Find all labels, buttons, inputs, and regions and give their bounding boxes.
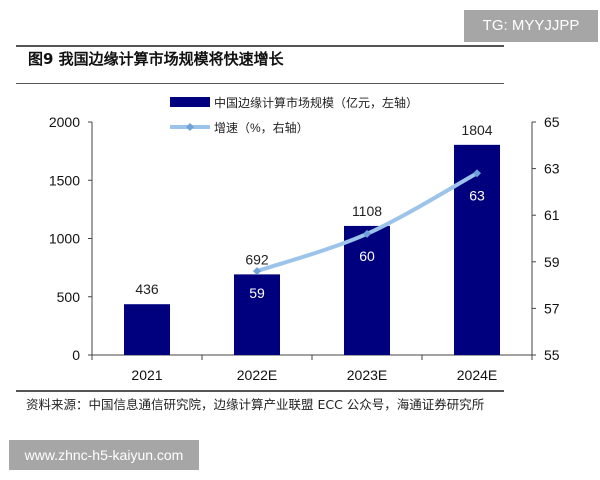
left-tick-label: 2000 xyxy=(49,114,80,130)
right-tick-label: 63 xyxy=(544,161,560,177)
legend-bar-swatch xyxy=(170,97,210,107)
growth-point xyxy=(363,229,371,238)
x-tick-label: 2023E xyxy=(347,367,387,383)
left-tick-label: 500 xyxy=(57,289,81,305)
bottom-rule xyxy=(16,390,504,392)
bar-label: 1108 xyxy=(352,203,382,219)
legend-line-label: 增速（%，右轴） xyxy=(214,120,309,135)
bar xyxy=(344,225,390,355)
legend-line-marker xyxy=(186,123,194,131)
bar-label: 692 xyxy=(245,251,269,267)
x-tick-label: 2021 xyxy=(131,367,162,383)
growth-label: 63 xyxy=(469,187,485,203)
right-tick-label: 59 xyxy=(544,254,560,270)
title-rule xyxy=(16,83,504,84)
bar xyxy=(124,304,170,355)
growth-point xyxy=(473,169,481,178)
watermark-top: TG: MYYJJPP xyxy=(464,10,598,42)
watermark-bottom: www.zhnc-h5-kaiyun.com xyxy=(9,440,199,470)
legend-bar-label: 中国边缘计算市场规模（亿元，左轴） xyxy=(214,95,418,110)
figure-title: 图9 我国边缘计算市场规模将快速增长 xyxy=(28,50,284,68)
top-rule xyxy=(16,45,504,47)
left-tick-label: 0 xyxy=(72,347,80,363)
right-tick-label: 55 xyxy=(544,347,560,363)
bar-label: 1804 xyxy=(461,122,492,138)
source-note: 资料来源：中国信息通信研究院，边缘计算产业联盟 ECC 公众号，海通证券研究所 xyxy=(26,397,485,412)
right-tick-label: 57 xyxy=(544,300,560,316)
right-tick-label: 61 xyxy=(544,207,560,223)
growth-label: 59 xyxy=(249,285,265,301)
left-tick-label: 1000 xyxy=(49,231,80,247)
x-tick-label: 2022E xyxy=(237,367,277,383)
growth-label: 60 xyxy=(359,248,375,264)
right-tick-label: 65 xyxy=(544,114,560,130)
x-tick-label: 2024E xyxy=(457,367,497,383)
left-tick-label: 1500 xyxy=(49,172,80,188)
chart: 0 500 1000 1500 2000 55 57 59 61 63 65 2021 2022E 202… xyxy=(49,95,560,383)
growth-point xyxy=(253,267,261,276)
bar-label: 436 xyxy=(135,281,159,297)
bar xyxy=(234,274,280,355)
